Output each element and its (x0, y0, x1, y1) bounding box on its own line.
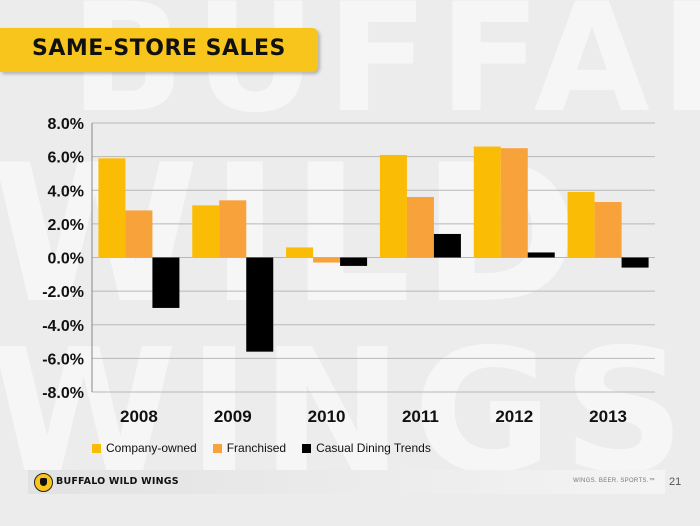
y-tick-label: 0.0% (48, 251, 84, 268)
y-tick-label: -2.0% (42, 284, 84, 301)
legend-swatch (302, 443, 312, 453)
bar-franchised-2010 (313, 257, 341, 263)
bar-casual-dining-trends-2009 (246, 257, 274, 352)
title-banner: SAME-STORE SALES (0, 28, 318, 72)
legend-label: Casual Dining Trends (316, 441, 431, 455)
legend-swatch (92, 443, 101, 453)
bar-company-owned-2012 (473, 146, 501, 258)
legend-swatch (212, 443, 222, 453)
legend-item: Casual Dining Trends (302, 441, 431, 455)
x-tick-label: 2012 (495, 407, 533, 426)
y-tick-label: 8.0% (48, 116, 84, 133)
footer-bar: BUFFALO WILD WINGS WINGS. BEER. SPORTS.™ (28, 470, 665, 494)
y-tick-label: 6.0% (48, 150, 84, 167)
bar-franchised-2009 (219, 200, 247, 258)
bar-casual-dining-trends-2013 (621, 257, 649, 268)
legend-label: Franchised (226, 441, 287, 455)
y-tick-label: -4.0% (42, 318, 84, 335)
x-tick-label: 2010 (308, 407, 346, 426)
bar-franchised-2011 (406, 196, 434, 258)
page-title: SAME-STORE SALES (32, 36, 286, 61)
legend-item: Company-owned (92, 441, 197, 455)
x-tick-label: 2009 (214, 407, 252, 426)
x-tick-label: 2011 (402, 407, 439, 426)
bar-casual-dining-trends-2008 (152, 257, 180, 308)
bar-company-owned-2008 (98, 158, 126, 258)
bar-company-owned-2009 (192, 205, 220, 258)
bar-franchised-2013 (594, 202, 622, 258)
page-number: 21 (669, 476, 682, 488)
bar-company-owned-2013 (567, 191, 595, 258)
legend-label: Company-owned (106, 441, 197, 455)
bar-company-owned-2010 (286, 247, 314, 258)
y-tick-label: 2.0% (48, 217, 84, 234)
chart-legend: Company-owned Franchised Casual Dining Tre… (92, 440, 447, 456)
footer-brand: BUFFALO WILD WINGS (56, 476, 179, 487)
bar-franchised-2008 (125, 210, 153, 258)
bar-franchised-2012 (500, 148, 528, 258)
legend-item: Franchised (212, 441, 287, 455)
y-tick-label: 4.0% (48, 183, 84, 200)
bar-casual-dining-trends-2012 (527, 252, 555, 258)
y-tick-label: -6.0% (42, 351, 84, 368)
bar-casual-dining-trends-2010 (340, 257, 368, 266)
y-tick-label: -8.0% (42, 385, 84, 402)
bar-casual-dining-trends-2011 (433, 233, 461, 258)
buffalo-wild-wings-logo-icon (34, 473, 53, 492)
x-tick-label: 2008 (120, 407, 158, 426)
bar-company-owned-2011 (379, 154, 407, 258)
x-tick-label: 2013 (589, 407, 627, 426)
footer-tagline: WINGS. BEER. SPORTS.™ (573, 478, 655, 484)
